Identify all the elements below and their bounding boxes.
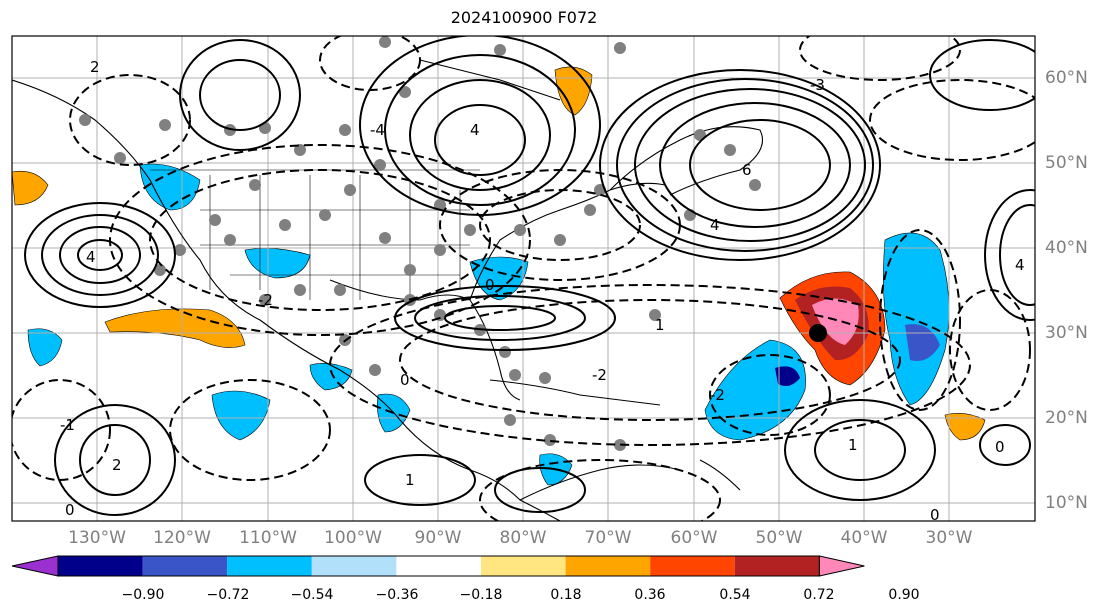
lat-label: 50°N xyxy=(1045,153,1088,173)
lon-label: 80°W xyxy=(499,528,547,548)
weather-map: 4 2 4 6 4 1 -2 0 1 2 -1 -2 0 1 0 4 -2 0 … xyxy=(11,35,1036,524)
lat-label: 60°N xyxy=(1045,68,1088,88)
shade-orange-far-e xyxy=(944,413,986,441)
lon-label: 70°W xyxy=(584,528,632,548)
contour-label: -1 xyxy=(60,416,75,434)
contour-label: 4 xyxy=(470,121,480,139)
contour-label: -2 xyxy=(592,366,607,384)
storm-center-dot xyxy=(809,324,827,342)
contour-label: -2 xyxy=(258,291,273,309)
lat-label: 30°N xyxy=(1045,323,1088,343)
colorbar-tick-label: −0.54 xyxy=(290,587,334,603)
lon-label: 110°W xyxy=(239,528,297,548)
colorbar-tick-label: 0.54 xyxy=(719,587,751,603)
lat-label: 10°N xyxy=(1045,493,1088,513)
map-frame xyxy=(11,35,1036,522)
contour-label: -3 xyxy=(810,76,825,94)
shade-blue-pacific-3 xyxy=(211,390,271,441)
contour-label: 2 xyxy=(112,456,122,474)
shade-orange-w xyxy=(12,171,49,206)
gridlines xyxy=(12,36,1035,521)
contour-label: 0 xyxy=(995,438,1005,456)
shade-blue-texas xyxy=(244,248,311,279)
contour-label: 0 xyxy=(65,501,75,519)
contour-label: 1 xyxy=(848,436,858,454)
contour-labels: 4 2 4 6 4 1 -2 0 1 2 -1 -2 0 1 0 4 -2 0 … xyxy=(60,58,1025,524)
lon-label: 100°W xyxy=(324,528,382,548)
lon-label: 90°W xyxy=(414,528,462,548)
shade-blue-atl-low xyxy=(704,339,806,441)
colorbar-tick-label: −0.18 xyxy=(459,587,503,603)
contour-label: 4 xyxy=(86,248,96,266)
station-dots xyxy=(79,36,761,451)
contour-label: 0 xyxy=(485,276,495,294)
colorbar-tick-label: −0.90 xyxy=(121,587,165,603)
colorbar-tick-label: 0.90 xyxy=(888,587,920,603)
contour-label: 1 xyxy=(405,471,415,489)
contour-label: -2 xyxy=(710,386,725,404)
lat-label: 20°N xyxy=(1045,408,1088,428)
contour-label: 4 xyxy=(1015,256,1025,274)
contour-label: 2 xyxy=(90,58,100,76)
contour-label: 1 xyxy=(655,316,665,334)
lon-label: 50°W xyxy=(755,528,803,548)
shade-navy-atl-low xyxy=(775,366,800,386)
contour-label: 6 xyxy=(742,161,752,179)
colorbar-tick-label: 0.72 xyxy=(803,587,835,603)
dashed-contours xyxy=(12,36,1035,521)
contour-label: 0 xyxy=(400,371,410,389)
colorbar-tick-label: −0.72 xyxy=(206,587,250,603)
coastlines xyxy=(12,59,764,521)
contour-label: 0 xyxy=(930,506,940,524)
shade-blue-pacific-1 xyxy=(27,328,63,367)
lon-label: 130°W xyxy=(68,528,126,548)
contour-label: 4 xyxy=(710,216,720,234)
lon-label: 60°W xyxy=(670,528,718,548)
lon-label: 40°W xyxy=(840,528,888,548)
colorbar-tick-label: −0.36 xyxy=(375,587,419,603)
lon-label: 120°W xyxy=(153,528,211,548)
lon-label: 30°W xyxy=(925,528,973,548)
map-title: 2024100900 F072 xyxy=(450,8,598,27)
colorbar-tick-label: 0.36 xyxy=(634,587,666,603)
lat-label: 40°N xyxy=(1045,238,1088,258)
contour-label: -4 xyxy=(370,121,385,139)
colorbar-tick-label: 0.18 xyxy=(550,587,582,603)
shade-orange-gulf xyxy=(104,308,246,348)
